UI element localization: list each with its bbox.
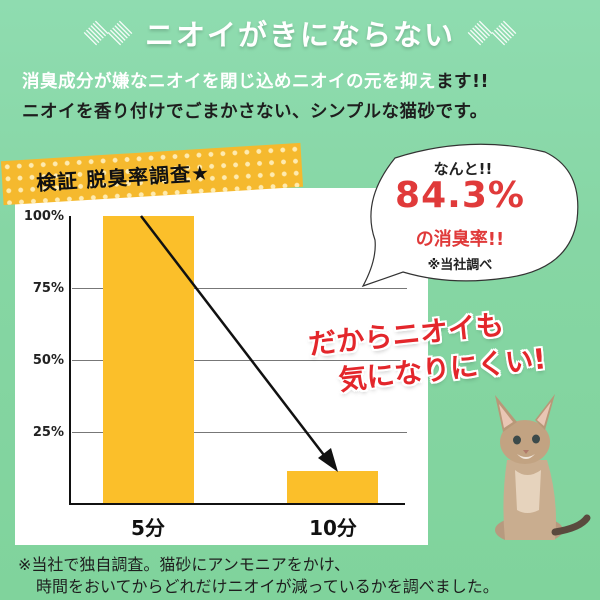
y-tick-100: 100% bbox=[23, 209, 64, 224]
y-axis bbox=[69, 216, 71, 505]
x-label-5min: 5分 bbox=[131, 516, 165, 540]
bubble-percent: 84.3% bbox=[395, 175, 525, 216]
bubble-exclaim: なんと!! bbox=[433, 160, 493, 178]
cat-photo bbox=[495, 394, 591, 540]
gridline-75 bbox=[72, 288, 407, 289]
bubble-note: ※当社調べ bbox=[427, 258, 493, 273]
lead-line-1-light: 消臭成分が嫌なニオイを閉じ込めニオイの元を抑え bbox=[22, 72, 436, 92]
y-tick-50: 50% bbox=[32, 353, 64, 368]
x-label-10min: 10分 bbox=[309, 516, 357, 540]
x-axis bbox=[69, 503, 405, 505]
gridline-25 bbox=[72, 432, 407, 433]
speech-bubble bbox=[361, 143, 579, 288]
bar-10min bbox=[287, 471, 378, 504]
title-row: ニオイがきにならない bbox=[0, 8, 600, 58]
lead-line-1-dark: ます!! bbox=[436, 72, 489, 92]
lead-line-1: 消臭成分が嫌なニオイを閉じ込めニオイの元を抑えます!! bbox=[22, 68, 592, 93]
page-title: ニオイがきにならない bbox=[144, 18, 455, 52]
lead-line-2: ニオイを香り付けでごまかさない、シンプルな猫砂です。 bbox=[22, 102, 488, 122]
footnote-line-1: ※当社で独自調査。猫砂にアンモニアをかけ、 bbox=[18, 555, 350, 574]
y-tick-75: 75% bbox=[32, 281, 64, 296]
y-tick-25: 25% bbox=[32, 425, 64, 440]
gridline-50 bbox=[72, 360, 407, 361]
bubble-deodorize-rate: の消臭率!! bbox=[415, 229, 505, 250]
footnote-line-2: 時間をおいてからどれだけニオイが減っているかを調べました。 bbox=[36, 577, 499, 596]
